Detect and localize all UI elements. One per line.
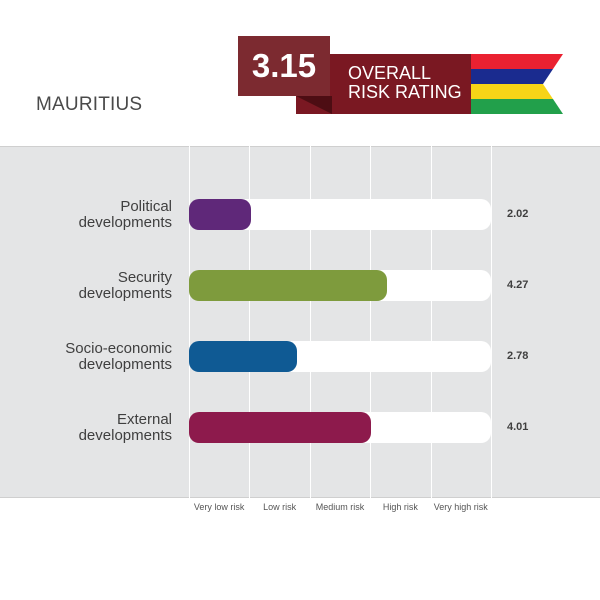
bar bbox=[189, 199, 251, 230]
mauritius-flag-icon bbox=[471, 54, 563, 114]
category-label-line: developments bbox=[78, 285, 172, 302]
category-label: External developments bbox=[2, 412, 172, 444]
overall-label-line1: OVERALL bbox=[348, 63, 432, 83]
category-label-line: Security bbox=[117, 269, 172, 286]
grid-line bbox=[370, 146, 372, 498]
overall-score: 3.15 bbox=[238, 36, 330, 96]
category-label-line: developments bbox=[78, 214, 172, 231]
overall-label-line2: RISK RATING bbox=[348, 82, 462, 102]
category-label-line: Political bbox=[120, 198, 172, 215]
grid-line bbox=[249, 146, 251, 498]
bar bbox=[189, 341, 297, 372]
country-title: MAURITIUS bbox=[36, 94, 143, 115]
grid-line bbox=[189, 146, 190, 498]
x-tick-label: Low risk bbox=[263, 502, 297, 512]
overall-rating-label: OVERALL RISK RATING bbox=[348, 64, 472, 102]
category-label-line: External bbox=[116, 411, 172, 428]
value-label: 2.78 bbox=[507, 350, 529, 362]
bar bbox=[189, 270, 387, 301]
category-label: Political developments bbox=[2, 199, 172, 231]
value-label: 4.27 bbox=[507, 279, 529, 291]
grid-line bbox=[309, 146, 311, 498]
grid-line bbox=[430, 146, 432, 498]
flag-stripe-blue bbox=[471, 69, 553, 84]
value-label: 2.02 bbox=[507, 208, 529, 220]
category-label: Security developments bbox=[2, 270, 172, 302]
category-label: Socio-economic developments bbox=[2, 341, 172, 373]
category-label-line: developments bbox=[78, 356, 172, 373]
category-label-line: developments bbox=[78, 427, 172, 444]
x-tick-label: Very high risk bbox=[433, 502, 488, 512]
x-tick-label: Very low risk bbox=[193, 502, 245, 512]
flag-stripe-red bbox=[471, 54, 563, 69]
x-tick-label: High risk bbox=[382, 502, 418, 512]
value-label: 4.01 bbox=[507, 421, 529, 433]
category-label-line: Socio-economic bbox=[65, 340, 172, 357]
grid-line bbox=[491, 146, 492, 498]
x-tick-label: Medium risk bbox=[315, 502, 365, 512]
bar bbox=[189, 412, 371, 443]
flag-stripe-yellow bbox=[471, 84, 553, 99]
flag-stripe-green bbox=[471, 99, 563, 114]
banner-fold bbox=[296, 96, 332, 114]
